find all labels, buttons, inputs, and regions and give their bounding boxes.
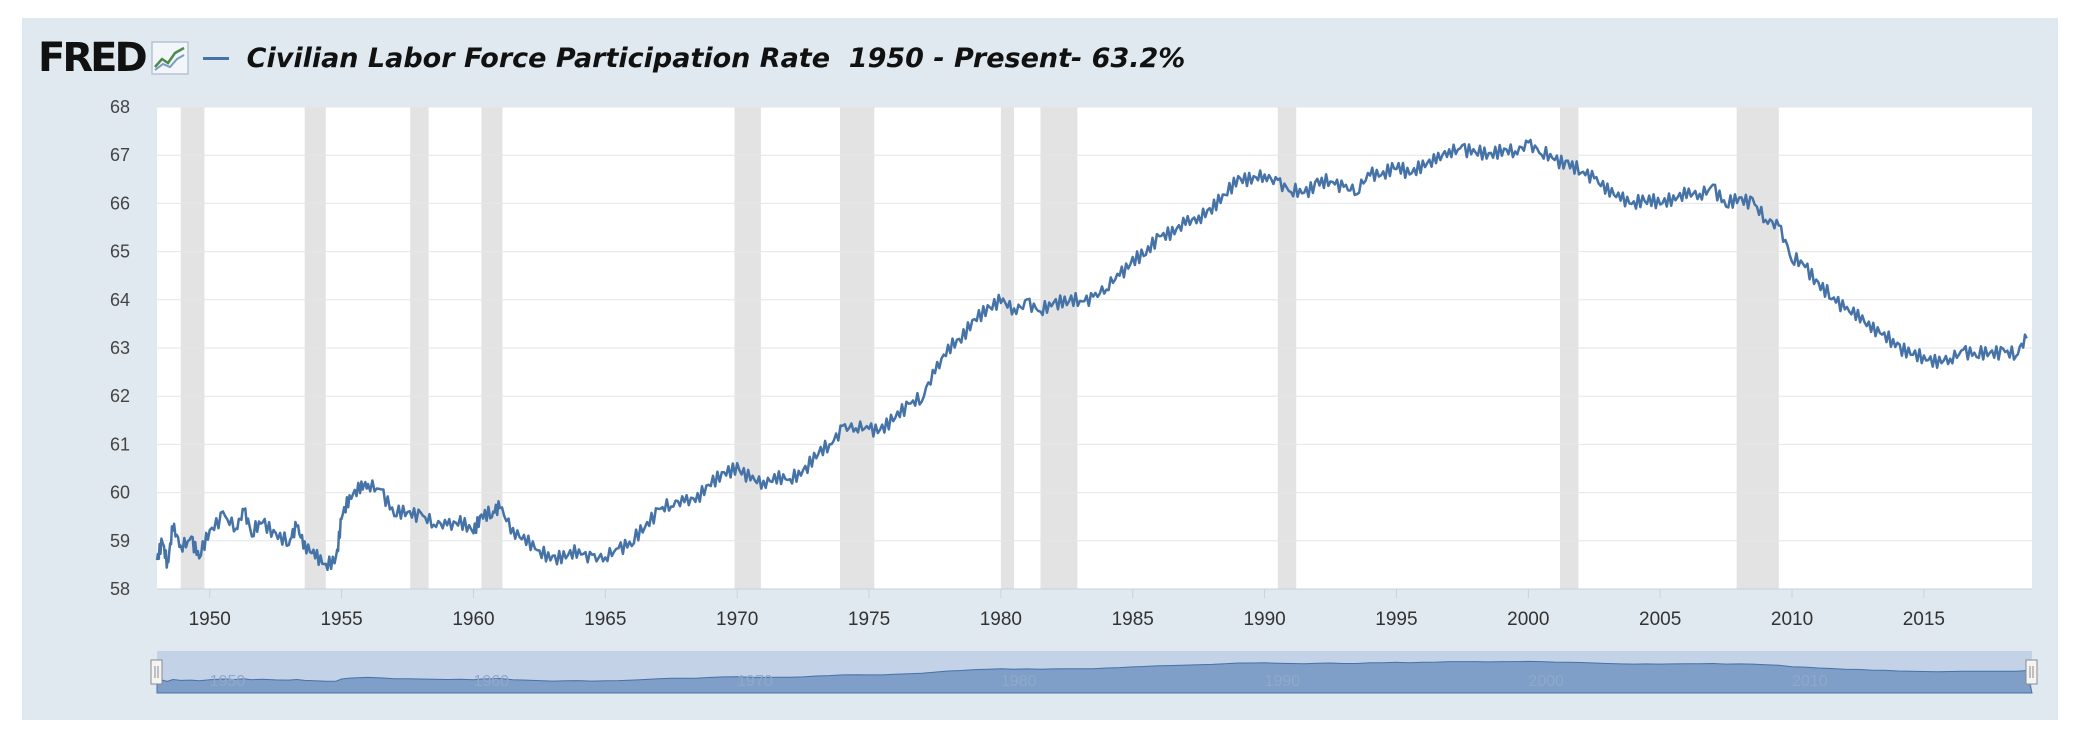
x-axis: 1950 1955 1960 1965 1970 1975 1980 1985 1990 1995… bbox=[157, 588, 2032, 630]
x-tick-label: 1980 bbox=[980, 609, 1022, 630]
x-tick-label: 2000 bbox=[1507, 609, 1549, 630]
navigator-tick-label: 1990 bbox=[1265, 673, 1301, 690]
navigator-tick-label: 2000 bbox=[1528, 673, 1564, 690]
navigator-tick-label: 1960 bbox=[473, 673, 509, 690]
y-tick-label: 65 bbox=[110, 242, 130, 262]
y-tick-label: 68 bbox=[110, 97, 130, 117]
y-tick-label: 64 bbox=[110, 290, 130, 310]
range-navigator[interactable]: 1950 1960 1970 1980 1990 2000 2010 bbox=[150, 651, 2038, 694]
x-tick-label: 1955 bbox=[320, 609, 362, 630]
y-tick-label: 60 bbox=[110, 483, 130, 503]
navigator-tick-label: 1980 bbox=[1001, 673, 1037, 690]
x-tick-label: 2010 bbox=[1771, 609, 1813, 630]
x-tick-label: 1985 bbox=[1112, 609, 1154, 630]
x-tick-label: 2005 bbox=[1639, 609, 1681, 630]
y-tick-label: 62 bbox=[110, 386, 130, 406]
navigator-tick-label: 1950 bbox=[210, 673, 246, 690]
chart-title: Civilian Labor Force Participation Rate … bbox=[246, 42, 1186, 74]
x-tick-label: 2015 bbox=[1903, 609, 1945, 630]
navigator-series-area bbox=[156, 660, 2033, 694]
y-tick-label: 66 bbox=[110, 193, 130, 213]
chart-header: FRED Civilian Labor Force Participation … bbox=[38, 34, 1185, 82]
x-tick-label: 1995 bbox=[1375, 609, 1417, 630]
x-tick-label: 1990 bbox=[1243, 609, 1285, 630]
y-tick-label: 58 bbox=[110, 579, 130, 599]
navigator-tick-label: 1970 bbox=[737, 673, 773, 690]
navigator-handle-right[interactable] bbox=[2025, 659, 2038, 685]
y-axis: 58 59 60 61 62 63 64 65 66 67 68 bbox=[110, 97, 130, 599]
navigator-labels: 1950 1960 1970 1980 1990 2000 2010 bbox=[210, 673, 1828, 690]
fred-logo[interactable]: FRED bbox=[38, 35, 148, 81]
x-tick-label: 1950 bbox=[189, 609, 231, 630]
navigator-tick-label: 2010 bbox=[1792, 673, 1828, 690]
x-tick-label: 1970 bbox=[716, 609, 758, 630]
x-tick-label: 1960 bbox=[452, 609, 494, 630]
x-tick-label: 1965 bbox=[584, 609, 626, 630]
y-tick-label: 63 bbox=[110, 338, 130, 358]
series-line bbox=[155, 138, 2028, 572]
y-tick-label: 59 bbox=[110, 531, 130, 551]
line-chart-icon bbox=[150, 41, 189, 75]
y-tick-label: 61 bbox=[110, 434, 130, 454]
y-tick-label: 67 bbox=[110, 145, 130, 165]
x-tick-label: 1975 bbox=[848, 609, 890, 630]
navigator-handle-left[interactable] bbox=[150, 659, 163, 685]
legend-series-swatch bbox=[202, 56, 229, 60]
